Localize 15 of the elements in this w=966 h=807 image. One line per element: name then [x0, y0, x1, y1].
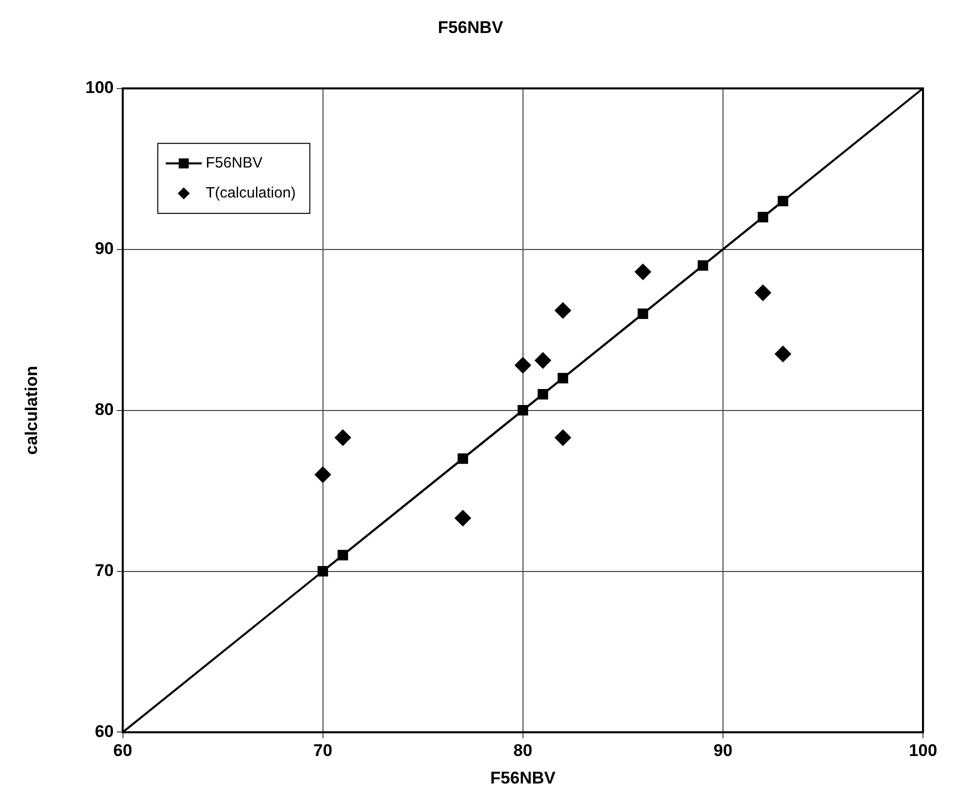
legend-label: T(calculation): [206, 184, 296, 202]
chart-title: F56NBV: [438, 18, 504, 37]
y-tick-label: 70: [94, 560, 114, 580]
x-axis-title: F56NBV: [490, 768, 556, 788]
x-tick-label: 60: [113, 741, 132, 760]
y-tick-label: 80: [94, 400, 114, 419]
y-tick-label: 100: [85, 78, 114, 98]
x-tick-label: 70: [313, 741, 332, 760]
x-tick-label: 90: [713, 741, 732, 760]
legend-label: F56NBV: [206, 154, 262, 172]
y-axis-title: calculation: [22, 366, 41, 455]
y-tick-label: 60: [94, 722, 114, 741]
y-tick-label: 90: [94, 239, 114, 258]
x-tick-label: 80: [513, 741, 532, 760]
x-tick-label: 100: [908, 741, 938, 760]
